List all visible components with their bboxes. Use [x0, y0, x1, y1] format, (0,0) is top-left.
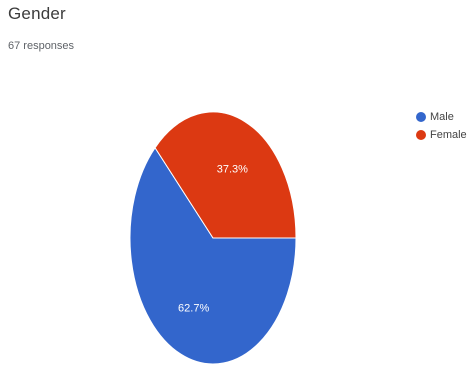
- legend-swatch-male: [416, 112, 426, 122]
- chart-title: Gender: [8, 4, 66, 23]
- legend-swatch-female: [416, 130, 426, 140]
- legend-item-male[interactable]: Male: [416, 108, 467, 126]
- slice-label-male: 62.7%: [178, 303, 209, 315]
- legend-label-female: Female: [430, 129, 467, 141]
- response-count: 67 responses: [8, 40, 75, 52]
- legend-item-female[interactable]: Female: [416, 126, 467, 144]
- legend-label-male: Male: [430, 111, 454, 123]
- slice-female[interactable]: [154, 111, 297, 239]
- legend: Male Female: [416, 108, 467, 144]
- slice-label-female: 37.3%: [217, 163, 248, 175]
- slice-male[interactable]: [129, 146, 297, 365]
